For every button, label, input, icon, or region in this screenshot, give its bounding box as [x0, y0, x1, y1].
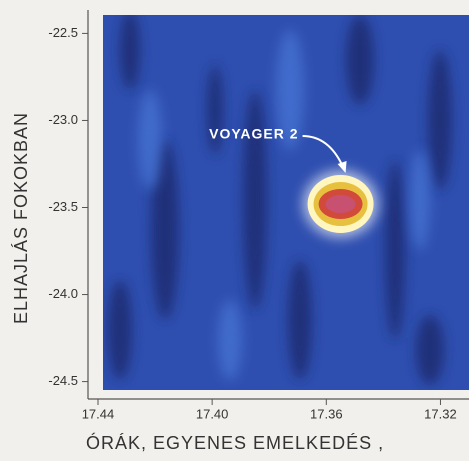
x-tick-label: 17.36 [310, 406, 343, 421]
heatmap-background [103, 10, 469, 390]
x-tick-label: 17.44 [82, 406, 115, 421]
source-peak [326, 195, 356, 213]
y-tick-label: -24.5 [48, 373, 78, 388]
chart: -22.5 -23.0 -23.5 -24.0 -24.5 17.44 17.40 17.36… [0, 0, 469, 461]
annotation-label: VOYAGER 2 [209, 126, 298, 142]
y-tick-label: -23.5 [48, 199, 78, 214]
x-tick-label: 17.32 [424, 406, 457, 421]
y-axis-label: ELHAJLÁS FOKOKBAN [11, 112, 31, 324]
y-tick-label: -23.0 [48, 112, 78, 127]
y-tick-label: -22.5 [48, 25, 78, 40]
y-tick-label: -24.0 [48, 286, 78, 301]
x-tick-label: 17.40 [196, 406, 229, 421]
x-axis-label: ÓRÁK, EGYENES EMELKEDÉS , [86, 432, 384, 453]
